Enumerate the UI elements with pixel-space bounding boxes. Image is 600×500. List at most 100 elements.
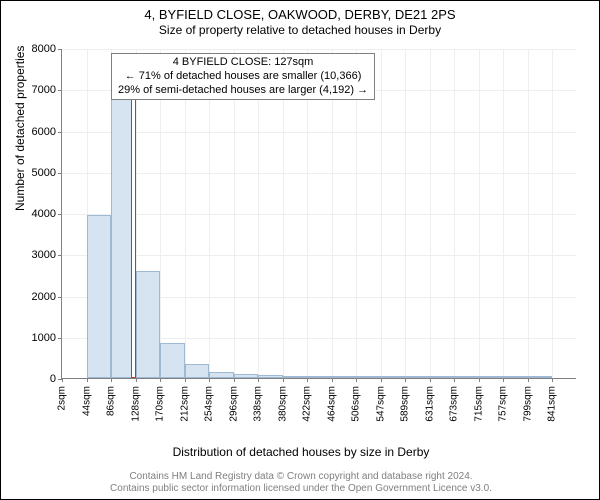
x-tick-label: 547sqm xyxy=(375,386,386,422)
y-gridline xyxy=(62,173,576,174)
x-tick xyxy=(381,378,382,382)
y-tick-label: 1000 xyxy=(32,332,56,344)
y-gridline xyxy=(62,214,576,215)
y-tick-label: 0 xyxy=(50,373,56,385)
histogram-bar xyxy=(332,376,357,378)
x-tick-label: 2sqm xyxy=(57,386,68,410)
x-tick-label: 86sqm xyxy=(106,386,117,416)
histogram-bar xyxy=(356,376,381,378)
y-tick-label: 4000 xyxy=(32,208,56,220)
x-tick-label: 212sqm xyxy=(179,386,190,422)
x-tick xyxy=(111,378,112,382)
x-tick xyxy=(356,378,357,382)
footer: Contains HM Land Registry data © Crown c… xyxy=(1,471,600,495)
histogram-bar xyxy=(503,376,528,378)
footer-line-2: Contains public sector information licen… xyxy=(1,483,600,495)
y-tick xyxy=(58,214,62,215)
chart-subtitle: Size of property relative to detached ho… xyxy=(1,23,599,41)
x-tick xyxy=(479,378,480,382)
histogram-bar xyxy=(258,375,283,378)
y-tick xyxy=(58,255,62,256)
x-gridline xyxy=(503,49,504,378)
histogram-bar xyxy=(283,376,308,378)
histogram-bar xyxy=(160,343,185,378)
x-tick xyxy=(209,378,210,382)
x-tick-label: 170sqm xyxy=(155,386,166,422)
info-line-2: ← 71% of detached houses are smaller (10… xyxy=(118,70,368,84)
y-tick-label: 8000 xyxy=(32,43,56,55)
y-axis-label: Number of detached properties xyxy=(13,46,27,211)
x-tick-label: 589sqm xyxy=(400,386,411,422)
chart-container: 4, BYFIELD CLOSE, OAKWOOD, DERBY, DE21 2… xyxy=(0,0,600,500)
y-tick-label: 7000 xyxy=(32,84,56,96)
x-gridline xyxy=(381,49,382,378)
x-tick-label: 44sqm xyxy=(81,386,92,416)
y-tick xyxy=(58,132,62,133)
info-line-1: 4 BYFIELD CLOSE: 127sqm xyxy=(118,56,368,70)
y-tick xyxy=(58,297,62,298)
x-tick xyxy=(430,378,431,382)
x-tick-label: 380sqm xyxy=(277,386,288,422)
chart-title: 4, BYFIELD CLOSE, OAKWOOD, DERBY, DE21 2… xyxy=(1,1,599,23)
x-axis-label: Distribution of detached houses by size … xyxy=(1,445,600,459)
y-tick xyxy=(58,338,62,339)
histogram-bar xyxy=(454,376,479,378)
y-tick-label: 6000 xyxy=(32,126,56,138)
x-tick xyxy=(454,378,455,382)
x-gridline xyxy=(479,49,480,378)
x-tick xyxy=(528,378,529,382)
info-line-3: 29% of semi-detached houses are larger (… xyxy=(118,84,368,98)
x-tick xyxy=(307,378,308,382)
x-tick xyxy=(136,378,137,382)
x-tick xyxy=(62,378,63,382)
x-tick-label: 296sqm xyxy=(228,386,239,422)
x-tick xyxy=(283,378,284,382)
histogram-bar xyxy=(405,376,430,378)
highlight-bar xyxy=(131,98,135,379)
x-tick xyxy=(185,378,186,382)
x-tick-label: 128sqm xyxy=(130,386,141,422)
x-tick-label: 757sqm xyxy=(498,386,509,422)
x-tick-label: 841sqm xyxy=(547,386,558,422)
histogram-bar xyxy=(307,376,332,378)
x-tick xyxy=(160,378,161,382)
x-tick xyxy=(552,378,553,382)
histogram-bar xyxy=(479,376,504,378)
x-tick-label: 799sqm xyxy=(522,386,533,422)
x-tick-label: 254sqm xyxy=(204,386,215,422)
x-gridline xyxy=(528,49,529,378)
x-tick-label: 715sqm xyxy=(473,386,484,422)
y-gridline xyxy=(62,49,576,50)
y-gridline xyxy=(62,132,576,133)
y-tick-label: 3000 xyxy=(32,249,56,261)
histogram-bar xyxy=(381,376,406,378)
x-gridline xyxy=(405,49,406,378)
histogram-bar xyxy=(528,376,553,378)
histogram-bar xyxy=(185,364,210,378)
x-tick-label: 506sqm xyxy=(351,386,362,422)
histogram-bar xyxy=(209,372,234,378)
x-tick xyxy=(234,378,235,382)
y-tick xyxy=(58,49,62,50)
x-tick-label: 631sqm xyxy=(424,386,435,422)
y-tick-label: 5000 xyxy=(32,167,56,179)
x-gridline xyxy=(454,49,455,378)
x-tick xyxy=(332,378,333,382)
x-tick-label: 673sqm xyxy=(449,386,460,422)
x-tick-label: 464sqm xyxy=(326,386,337,422)
histogram-bar xyxy=(430,376,455,378)
chart-area: 0100020003000400050006000700080002sqm44s… xyxy=(61,49,576,379)
histogram-bar xyxy=(87,215,112,378)
y-tick xyxy=(58,173,62,174)
histogram-bar xyxy=(234,374,259,378)
x-tick xyxy=(258,378,259,382)
x-tick xyxy=(503,378,504,382)
y-gridline xyxy=(62,255,576,256)
y-tick-label: 2000 xyxy=(32,291,56,303)
x-tick-label: 338sqm xyxy=(253,386,264,422)
x-tick xyxy=(405,378,406,382)
info-box: 4 BYFIELD CLOSE: 127sqm ← 71% of detache… xyxy=(111,53,375,100)
y-tick xyxy=(58,90,62,91)
footer-line-1: Contains HM Land Registry data © Crown c… xyxy=(1,471,600,483)
x-tick xyxy=(87,378,88,382)
